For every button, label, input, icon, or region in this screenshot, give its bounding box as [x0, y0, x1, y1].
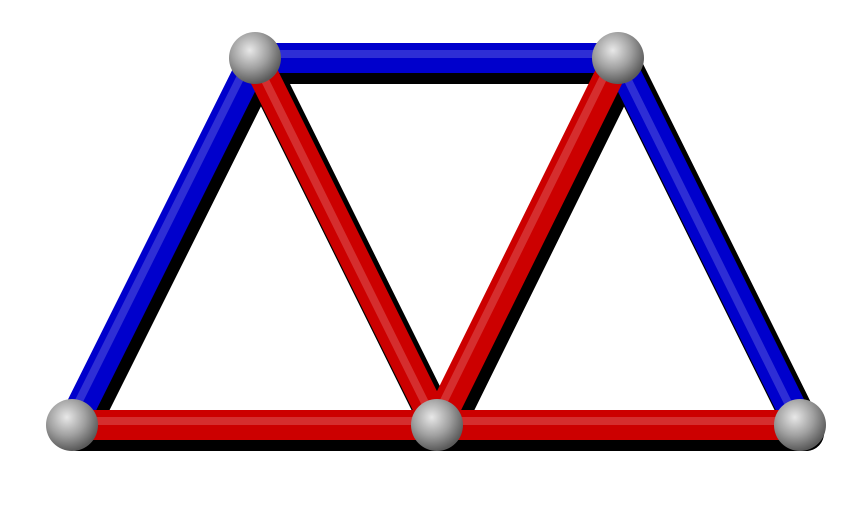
- member-highlight-bottom-left-top-left: [65, 50, 256, 425]
- joint-top-right: [592, 32, 644, 84]
- joint-top-left: [229, 32, 281, 84]
- member-tension-bottom-middle-top-right: [422, 43, 633, 440]
- member-compression-top-right-bottom-right: [603, 43, 815, 440]
- member-highlight-bottom-middle-top-right: [430, 50, 619, 425]
- member-compression-bottom-left-top-left: [57, 43, 270, 440]
- member-highlight-top-left-bottom-middle: [248, 50, 438, 425]
- member-tension-top-left-bottom-middle: [240, 43, 452, 440]
- joint-bottom-middle: [411, 399, 463, 451]
- joint-bottom-right: [774, 399, 826, 451]
- joints-layer: [46, 32, 826, 451]
- member-highlight-top-right-bottom-right: [611, 50, 801, 425]
- joint-bottom-left: [46, 399, 98, 451]
- members-layer: [57, 43, 815, 440]
